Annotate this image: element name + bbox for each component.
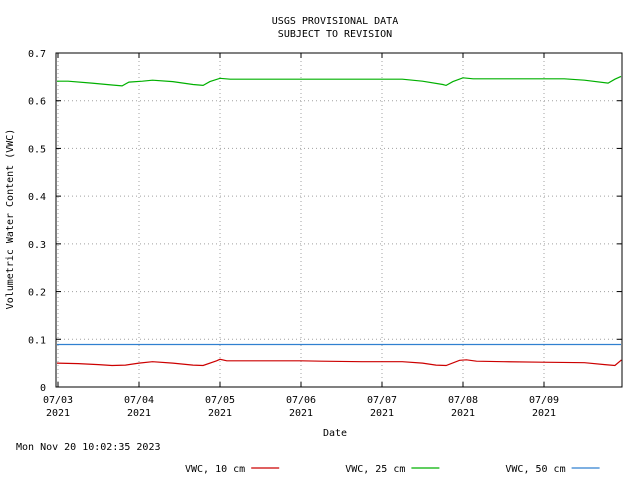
y-axis-label: Volumetric Water Content (VWC) [5,129,16,310]
y-tick-label: 0.7 [28,49,46,60]
x-tick-year-label: 2021 [370,408,394,419]
x-tick-year-label: 2021 [127,408,151,419]
x-tick-label: 07/06 [286,395,316,406]
y-tick-label: 0.5 [28,144,46,155]
x-tick-label: 07/09 [529,395,559,406]
chart-header-line2: SUBJECT TO REVISION [278,29,392,40]
x-tick-year-label: 2021 [46,408,70,419]
y-tick-label: 0.6 [28,97,46,108]
x-tick-label: 07/07 [367,395,397,406]
y-tick-label: 0.4 [28,192,46,203]
series-line-1 [56,358,622,367]
y-tick-label: 0.3 [28,240,46,251]
x-axis-label: Date [323,428,347,439]
legend-label-3: VWC, 50 cm [505,464,565,475]
x-tick-label: 07/08 [448,395,478,406]
chart-header-line1: USGS PROVISIONAL DATA [272,16,398,27]
legend-label-2: VWC, 25 cm [345,464,405,475]
x-tick-year-label: 2021 [208,408,232,419]
y-tick-label: 0.2 [28,288,46,299]
x-tick-label: 07/03 [43,395,73,406]
series-layer [56,75,622,367]
series-line-2 [57,75,622,87]
legend: VWC, 10 cm VWC, 25 cm VWC, 50 cm [185,464,600,475]
x-tick-year-label: 2021 [451,408,475,419]
plot-frame [55,52,623,388]
x-axis-ticks: 07/03 2021 07/04 2021 07/05 2021 07/06 2021 07/0… [43,53,559,419]
legend-label-1: VWC, 10 cm [185,464,245,475]
y-tick-label: 0 [40,383,46,394]
x-tick-year-label: 2021 [532,408,556,419]
timestamp: Mon Nov 20 10:02:35 2023 [16,442,161,453]
y-tick-label: 0.1 [28,335,46,346]
x-tick-year-label: 2021 [289,408,313,419]
x-tick-label: 07/05 [205,395,235,406]
x-tick-label: 07/04 [124,395,154,406]
y-axis-ticks: 0 0.1 0.2 0.3 0.4 0.5 0.6 0.7 [28,49,622,394]
